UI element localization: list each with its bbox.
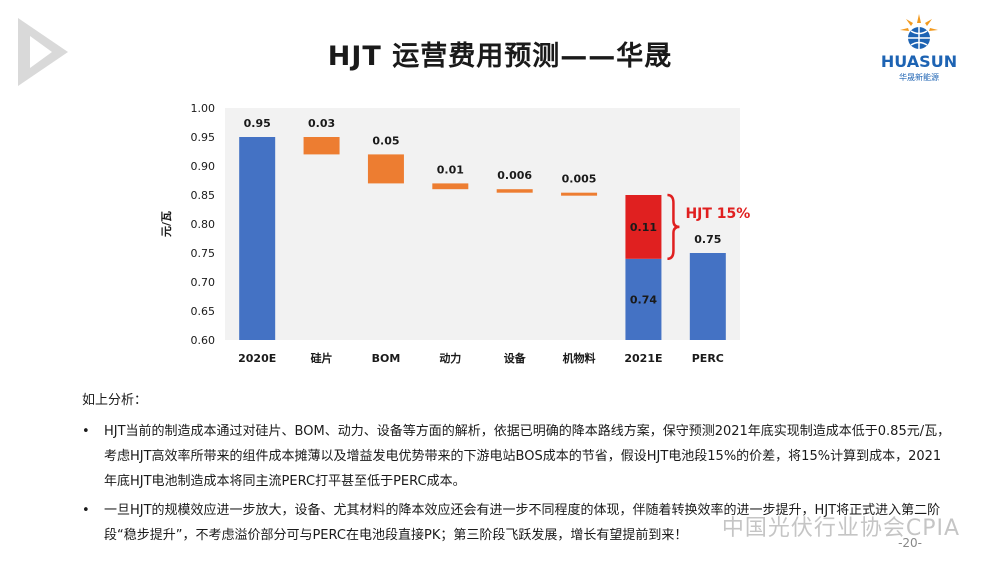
y-tick-label: 0.65 [191, 305, 216, 318]
slide-title: HJT 运营费用预测——华晟 [327, 41, 673, 72]
data-label: 0.01 [437, 163, 464, 176]
x-tick-label: PERC [692, 352, 724, 365]
list-item: • 一旦HJT的规模效应进一步放大，设备、尤其材料的降本效应还会有进一步不同程度… [82, 498, 952, 548]
step-bar [367, 154, 404, 184]
step-bar [561, 192, 598, 196]
y-tick-label: 0.60 [191, 334, 216, 347]
play-logo-icon [18, 18, 68, 86]
bar-segment [625, 195, 662, 259]
step-bar [303, 137, 340, 155]
bullet-text: HJT当前的制造成本通过对硅片、BOM、动力、设备等方面的解析，依据已明确的降本… [104, 424, 951, 489]
notes-intro: 如上分析： [82, 393, 148, 408]
x-tick-label: 2021E [624, 352, 662, 365]
data-label: 0.75 [694, 233, 721, 246]
data-label: 0.05 [372, 134, 399, 147]
y-tick-label: 1.00 [191, 102, 216, 115]
page-number: -20- [898, 536, 922, 550]
x-tick-label: 硅片 [311, 351, 333, 365]
waterfall-chart: 0.60 0.65 0.70 0.75 0.80 0.85 0.90 0.95 1.00 元/瓦 0… [160, 102, 750, 365]
x-tick-label: 动力 [439, 351, 461, 365]
step-bar [432, 183, 469, 190]
annotation-label: HJT 15%价差 [685, 205, 750, 222]
data-label: 0.74 [630, 293, 657, 306]
bullet-dot: • [82, 424, 90, 439]
bar [689, 253, 726, 340]
x-tick-label: 设备 [504, 351, 527, 365]
bar [239, 137, 276, 340]
bullet-dot: • [82, 503, 90, 518]
y-tick-label: 0.85 [191, 189, 216, 202]
y-axis-label: 元/瓦 [160, 211, 173, 237]
data-label: 0.005 [562, 173, 597, 186]
sun-globe-icon [900, 14, 938, 49]
data-label: 0.95 [244, 117, 271, 130]
y-tick-label: 0.75 [191, 247, 216, 260]
bullet-text: 一旦HJT的规模效应进一步放大，设备、尤其材料的降本效应还会有进一步不同程度的体… [104, 503, 941, 543]
y-tick-label: 0.80 [191, 218, 216, 231]
x-tick-label: 2020E [238, 352, 276, 365]
data-label: 0.11 [630, 221, 657, 234]
y-tick-label: 0.95 [191, 131, 216, 144]
bar-segment [625, 258, 662, 340]
analysis-notes: 如上分析： • HJT当前的制造成本通过对硅片、BOM、动力、设备等方面的解析，… [82, 388, 952, 552]
brand-subtitle: 华晟新能源 [899, 73, 939, 82]
brand-name: HUASUN [880, 52, 958, 71]
y-tick-label: 0.90 [191, 160, 216, 173]
watermark: 中国光伏行业协会CPIA [721, 516, 960, 541]
x-tick-label: 机物料 [563, 351, 596, 365]
list-item: • HJT当前的制造成本通过对硅片、BOM、动力、设备等方面的解析，依据已明确的… [82, 419, 952, 494]
data-label: 0.006 [497, 169, 532, 182]
notes-list: • HJT当前的制造成本通过对硅片、BOM、动力、设备等方面的解析，依据已明确的… [82, 419, 952, 548]
data-label: 0.03 [308, 117, 335, 130]
huasun-logo: HUASUN 华晟新能源 [874, 14, 964, 86]
plot-area [225, 108, 740, 340]
x-tick-label: BOM [372, 352, 401, 365]
y-tick-label: 0.70 [191, 276, 216, 289]
step-bar [496, 189, 533, 193]
